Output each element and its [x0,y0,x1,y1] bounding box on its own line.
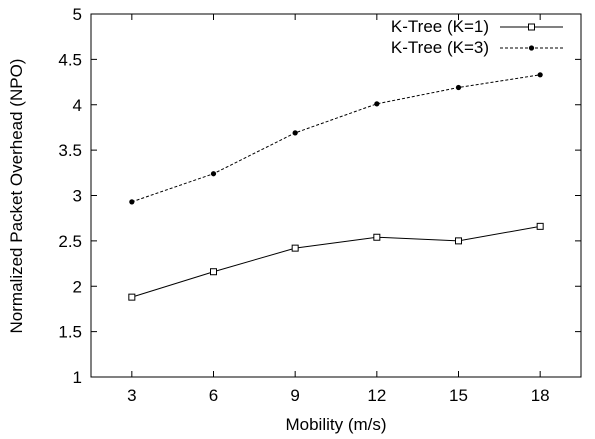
series-line-1 [131,74,541,203]
y-tick-label: 3.5 [58,141,82,160]
legend-label-k3: K-Tree (K=3) [391,38,489,57]
y-tick-label: 5 [73,5,82,24]
data-point-k3-5 [537,72,543,78]
x-tick-label: 15 [449,386,468,405]
data-point-k1-0 [128,293,136,301]
plot-frame [90,13,582,378]
x-tick-label: 12 [367,386,386,405]
series-line-0 [131,225,541,298]
data-point-k1-4 [455,237,462,245]
data-point-k3-1 [210,171,217,177]
y-tick-label: 3 [73,187,82,206]
data-point-k1-1 [210,268,217,276]
legend-label-k1: K-Tree (K=1) [391,17,489,36]
series-layer [128,72,544,301]
x-axis-label: Mobility (m/s) [285,415,386,434]
data-point-k1-5 [536,222,544,230]
y-tick-label: 2 [73,277,82,296]
x-tick-label: 9 [290,386,299,405]
data-point-k3-2 [292,130,298,136]
y-tick-label: 4 [73,96,82,115]
y-tick-label: 2.5 [58,232,82,251]
x-axis-ticks: 3 6 9 12 15 18 [127,14,550,405]
data-point-k3-4 [455,84,462,91]
data-point-k3-0 [129,199,135,205]
y-tick-label: 1.5 [58,323,82,342]
x-tick-label: 6 [209,386,218,405]
legend-marker-k3 [528,45,535,51]
y-tick-label: 4.5 [58,50,82,69]
y-axis-label: Normalized Packet Overhead (NPO) [7,59,26,334]
y-tick-label: 1 [73,368,82,387]
data-point-k1-2 [291,244,299,252]
legend-marker-k1 [528,23,535,31]
x-tick-label: 18 [531,386,550,405]
data-point-k1-3 [373,233,381,241]
x-tick-label: 3 [127,386,136,405]
legend: K-Tree (K=1) K-Tree (K=3) [391,17,563,57]
y-axis-ticks: 1 1.5 2 2.5 3 3.5 4 4.5 5 [58,5,581,387]
data-point-k3-3 [374,101,380,107]
